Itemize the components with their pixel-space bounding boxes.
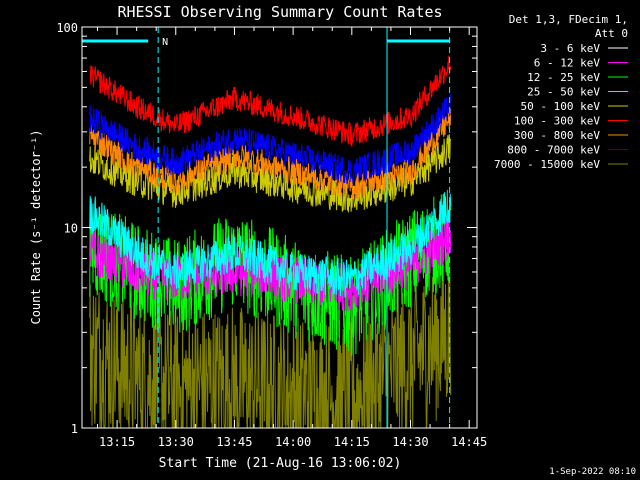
x-tick-label: 13:30 <box>158 435 194 449</box>
y-tick-label: 10 <box>64 222 78 236</box>
plot-area: N <box>82 27 452 430</box>
y-tick-label: 100 <box>56 21 78 35</box>
night-marker-label: N <box>162 37 168 48</box>
series-line-6 <box>89 106 452 200</box>
legend-label-5: 100 - 300 keV <box>514 115 600 128</box>
x-tick-label: 14:45 <box>451 435 487 449</box>
series-line-8 <box>89 264 452 430</box>
y-tick-label: 1 <box>71 422 78 436</box>
timestamp: 1-Sep-2022 08:10 <box>549 467 636 477</box>
series-line-3 <box>89 192 452 298</box>
legend-label-1: 6 - 12 keV <box>534 57 601 70</box>
legend-label-6: 300 - 800 keV <box>514 129 600 142</box>
legend-label-7: 800 - 7000 keV <box>507 144 600 157</box>
y-axis-label: Count Rate (s⁻¹ detector⁻¹) <box>29 129 43 324</box>
legend-label-2: 12 - 25 keV <box>527 71 600 84</box>
legend-label-3: 25 - 50 keV <box>527 86 600 99</box>
series-line-5 <box>89 55 452 147</box>
x-tick-label: 14:00 <box>275 435 311 449</box>
legend-header-line1: Det 1,3, FDecim 1, <box>509 13 628 26</box>
series-line-7 <box>89 93 452 185</box>
x-tick-label: 14:30 <box>392 435 428 449</box>
x-axis-label: Start Time (21-Aug-16 13:06:02) <box>159 456 402 471</box>
legend-label-0: 3 - 6 keV <box>540 42 600 55</box>
legend-header-line2: Att 0 <box>595 27 628 40</box>
x-tick-label: 14:15 <box>334 435 370 449</box>
chart-title: RHESSI Observing Summary Count Rates <box>117 3 442 21</box>
x-tick-label: 13:45 <box>216 435 252 449</box>
x-tick-label: 13:15 <box>99 435 135 449</box>
legend-label-8: 7000 - 15000 keV <box>494 158 600 171</box>
legend-label-4: 50 - 100 keV <box>521 100 601 113</box>
axis-ticks: 1 10 100 13:15 13:30 13:45 14:00 14:15 14:30 14:4… <box>56 21 487 449</box>
